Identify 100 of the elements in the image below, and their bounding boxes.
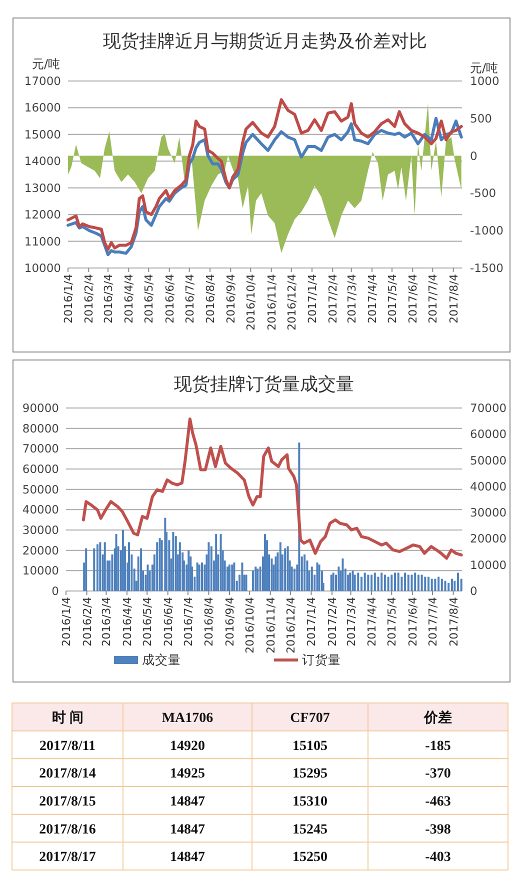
bar [201,562,204,591]
x-tick-label: 2016/4/4 [122,274,136,324]
data-label: 15105 [292,738,328,754]
y2-tick-label: 0 [470,148,478,163]
y-axis-title: 元/吨 [32,57,60,71]
bar [93,548,96,591]
category-label: 2017/8/14 [39,766,96,782]
data-label: 14920 [170,738,205,754]
bar [407,574,410,591]
y2-tick-label: 30000 [470,506,507,520]
bar [404,572,406,591]
x-tick-label: 2017/1/4 [305,597,318,646]
bar [210,546,212,591]
x-tick-label: 2016/2/4 [80,597,94,646]
bar [390,574,393,591]
y-tick-label: 40000 [22,502,59,517]
data-label: 15245 [292,822,328,838]
y2-tick-label: 20000 [470,532,507,546]
bar [196,562,198,591]
data-label: -403 [425,850,451,866]
bar [99,542,102,591]
x-tick-label: 2017/6/4 [406,597,420,646]
bar [352,570,354,591]
bar [318,564,320,591]
chart-title: 现货挂牌订货量成交量 [174,374,354,395]
data-label: 14847 [170,794,205,810]
x-tick-label: 2016/12/4 [285,274,298,330]
text: 价差 [423,710,452,726]
y2-tick-label: 1000 [470,74,500,88]
y-tick-label: 15000 [24,127,61,142]
bar [367,574,370,591]
category-label: 2017/8/17 [39,850,96,866]
bar [215,534,218,591]
data-label: -185 [425,738,451,754]
category-label: 2017/8/11 [39,738,96,754]
x-tick-label: 2016/3/4 [102,274,115,324]
x-tick-label: 2017/2/4 [326,274,340,324]
y-tick-label: 20000 [22,543,59,558]
y-tick-label: 13000 [24,180,61,195]
x-tick-label: 2017/4/4 [366,597,379,646]
x-tick-label: 2016/8/4 [202,597,216,646]
x-tick-label: 2016/4/4 [120,597,134,646]
bar [188,550,190,591]
data-label: 14847 [170,822,205,838]
bar [430,578,433,591]
x-tick-label: 2017/5/4 [386,274,399,324]
x-tick-label: 2016/5/4 [142,274,156,324]
bar [264,534,266,591]
x-tick-label: 2016/10/4 [244,274,258,330]
data-label: -463 [425,794,451,810]
x-tick-label: 2016/5/4 [141,597,154,646]
bar [208,542,210,591]
x-tick-label: 2017/7/4 [426,597,440,646]
y-tick-label: 10000 [22,564,59,578]
y-tick-label: 50000 [22,482,59,496]
bar [427,576,430,591]
x-tick-label: 2017/8/4 [447,274,460,324]
bar [387,576,390,591]
bar [380,572,383,591]
x-tick-label: 2017/3/4 [345,274,358,324]
bar [349,572,352,591]
bar [256,568,259,591]
x-tick-label: 2016/9/4 [224,274,238,324]
bar [330,574,332,591]
y2-axis-title: 元/吨 [470,61,498,75]
bar [279,542,282,591]
bar [158,538,161,591]
x-tick-label: 2016/1/4 [60,597,73,646]
bar [364,572,366,591]
y2-tick-label: 60000 [470,427,507,442]
chart-title: 现货挂牌近月与期货近月走势及价差对比 [103,31,427,52]
bar [241,562,244,591]
x-tick-label: 2017/2/4 [326,597,340,646]
bar [450,578,453,591]
text: CF707 [290,710,330,726]
bar [254,566,257,591]
bar [420,574,423,591]
bar [274,556,277,591]
y-tick-label: 10000 [24,261,61,275]
y2-tick-label: 70000 [470,401,507,415]
y-tick-label: 30000 [22,523,59,537]
y-tick-label: 60000 [22,462,59,476]
bar [233,562,236,591]
bar [96,544,98,591]
y-tick-label: 80000 [22,421,59,436]
bar [440,578,443,591]
bar [332,572,334,591]
x-tick-label: 2017/4/4 [366,274,379,324]
x-tick-label: 2017/5/4 [386,597,399,646]
bar [245,574,248,591]
bar [270,558,273,591]
bar [410,574,413,591]
x-tick-label: 2016/10/4 [244,597,257,654]
category-label: 2017/8/15 [39,794,96,810]
y-tick-label: 17000 [24,74,61,88]
data-label: 15310 [292,794,328,810]
x-tick-label: 2017/6/4 [406,274,420,324]
y2-tick-label: -1000 [470,224,504,238]
y-tick-label: 90000 [22,401,59,415]
bar [178,542,181,591]
